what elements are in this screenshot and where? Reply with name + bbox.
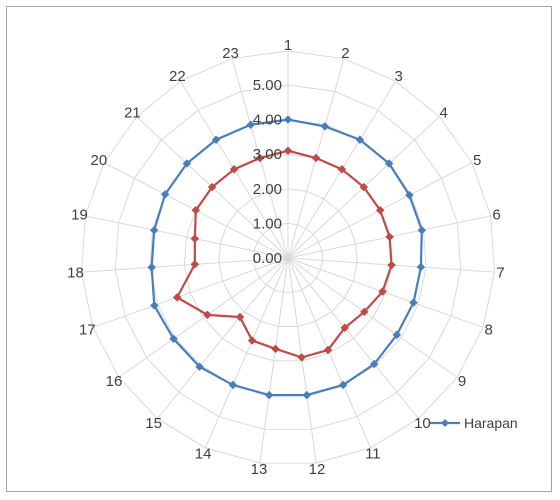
grid-spoke [287, 257, 420, 419]
series-1-point-14 [247, 336, 257, 345]
legend-marker [441, 419, 449, 427]
series-0-point-17 [149, 301, 159, 310]
series-0-point-19 [149, 225, 159, 235]
outer-ring [80, 50, 496, 464]
grid-spoke [205, 257, 289, 449]
grid-spoke [118, 257, 289, 378]
series-0-point-13 [264, 390, 274, 400]
series-1-point-10 [340, 323, 350, 333]
series-0-point-14 [228, 380, 238, 390]
category-label-2: 2 [341, 45, 349, 62]
tick-label: 3.00 [253, 146, 282, 163]
grid [80, 50, 496, 464]
series-0-point-22 [211, 135, 221, 145]
series-0-point-6 [417, 225, 427, 235]
legend-label: Harapan [464, 415, 518, 431]
series-1-point-19 [190, 234, 200, 243]
series-1-point-21 [207, 182, 217, 192]
series-0-point-3 [355, 135, 365, 145]
series-0-point-1 [283, 115, 293, 124]
grid-spoke [259, 257, 289, 464]
series-0-point-12 [302, 390, 312, 400]
series-0-point-5 [404, 190, 414, 200]
series-line-0 [150, 118, 423, 397]
series-0-point-21 [182, 159, 192, 168]
series-0-point-15 [195, 362, 204, 372]
tick-label: 1.00 [253, 215, 282, 232]
series-0-point-18 [147, 262, 157, 272]
category-label-8: 8 [485, 321, 493, 338]
category-label-20: 20 [91, 152, 108, 169]
series-1-point-20 [191, 205, 201, 215]
tick-label: 2.00 [253, 181, 282, 198]
series-0-point-9 [392, 330, 402, 340]
series-1-point-16 [203, 310, 212, 320]
series-1-point-4 [359, 182, 369, 192]
tick-label: 0.00 [253, 250, 282, 267]
category-label-12: 12 [309, 461, 326, 478]
category-label-5: 5 [473, 152, 481, 169]
series [147, 115, 427, 400]
series-0-point-20 [160, 189, 170, 199]
category-label-1: 1 [284, 37, 292, 54]
category-label-6: 6 [492, 207, 500, 224]
category-label-14: 14 [195, 445, 212, 462]
series-1-point-12 [297, 353, 307, 362]
grid-spoke [92, 257, 289, 328]
category-label-21: 21 [124, 105, 141, 122]
series-1-point-7 [387, 260, 396, 270]
series-1-point-9 [359, 307, 369, 317]
series-0-point-2 [320, 122, 330, 131]
category-label-17: 17 [79, 321, 96, 338]
category-label-23: 23 [222, 45, 239, 62]
series-1-point-1 [283, 146, 293, 156]
series-1-point-17 [172, 293, 182, 302]
grid-spoke [287, 257, 458, 378]
series-line-1 [175, 149, 393, 359]
series-1-point-11 [323, 345, 333, 355]
tick-labels: 0.00 1.00 2.00 3.00 4.00 5.00 [253, 77, 282, 267]
series-0-point-7 [416, 262, 426, 272]
grid-spoke [156, 257, 289, 419]
series-1-point-8 [378, 287, 387, 296]
series-0-point-4 [384, 159, 394, 168]
series-0-point-16 [169, 334, 178, 344]
series-1-point-5 [375, 205, 385, 215]
series-1-point-18 [190, 260, 200, 269]
legend: Harapan [430, 415, 518, 431]
category-label-4: 4 [439, 105, 447, 122]
category-label-15: 15 [145, 415, 162, 432]
grid-ring [218, 188, 358, 328]
tick-label: 5.00 [253, 77, 282, 94]
category-label-10: 10 [414, 415, 431, 432]
series-0-point-11 [338, 380, 348, 390]
category-label-7: 7 [496, 265, 504, 282]
category-label-9: 9 [458, 373, 466, 390]
series-0-point-23 [246, 120, 256, 130]
category-label-3: 3 [394, 68, 402, 85]
series-1-point-15 [235, 312, 245, 322]
tick-label: 4.00 [253, 112, 282, 129]
category-label-13: 13 [251, 461, 268, 478]
series-1-point-13 [271, 344, 280, 354]
series-0-point-10 [369, 359, 379, 369]
category-label-18: 18 [67, 265, 84, 282]
series-1-point-2 [311, 153, 321, 163]
series-1-point-22 [229, 164, 239, 174]
grid-spoke [85, 215, 289, 259]
series-1-point-6 [385, 232, 394, 242]
grid-spoke [81, 257, 289, 273]
grid-ring [114, 84, 462, 430]
category-label-11: 11 [365, 445, 381, 462]
series-0-point-8 [409, 298, 418, 307]
series-1-point-3 [337, 164, 347, 174]
grid-ring [252, 222, 324, 293]
series-1-point-23 [255, 153, 265, 163]
category-label-16: 16 [106, 373, 123, 390]
category-label-19: 19 [71, 207, 88, 224]
category-label-22: 22 [169, 68, 186, 85]
